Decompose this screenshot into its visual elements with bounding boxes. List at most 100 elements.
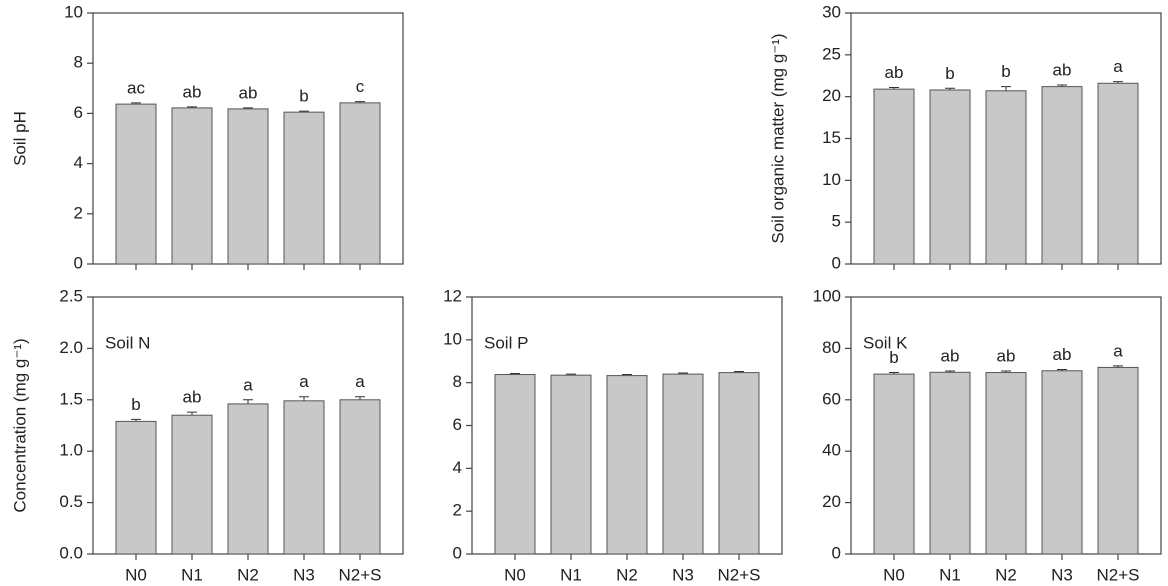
error-bar (187, 106, 197, 108)
bar (873, 373, 915, 555)
bar (227, 108, 269, 265)
significance-letter: b (299, 87, 308, 106)
bar (115, 420, 157, 555)
bar (283, 400, 325, 555)
bar (115, 103, 157, 265)
error-bar (243, 399, 253, 404)
x-tick-label: N2+S (718, 565, 761, 584)
y-tick-label: 8 (74, 53, 83, 72)
significance-letter: ac (127, 78, 145, 97)
y-tick-label: 80 (822, 338, 841, 357)
y-axis-label: Concentration (mg g⁻¹) (10, 338, 29, 512)
y-tick-label: 10 (443, 329, 462, 348)
y-tick-label: 2.5 (59, 286, 83, 305)
significance-letter: ab (997, 347, 1016, 366)
error-bar (1113, 365, 1123, 368)
error-bar (131, 102, 141, 105)
bar (873, 88, 915, 265)
y-tick-label: 1.5 (59, 389, 83, 408)
y-tick-label: 10 (64, 2, 83, 21)
bar (1041, 370, 1083, 555)
x-tick-label: N1 (939, 565, 961, 584)
x-tick-label: N2 (995, 565, 1017, 584)
error-bar (355, 396, 365, 400)
bar (929, 89, 971, 265)
significance-letter: ab (885, 63, 904, 82)
x-tick-label: N2+S (1097, 565, 1140, 584)
bar (1097, 366, 1139, 555)
significance-letter: ab (183, 388, 202, 407)
significance-letter: a (1113, 57, 1123, 76)
bar (606, 375, 648, 555)
y-tick-label: 0 (74, 253, 83, 272)
y-tick-label: 0 (832, 253, 841, 272)
y-tick-label: 0.0 (59, 543, 83, 562)
error-bar (299, 396, 309, 401)
y-tick-label: 20 (822, 86, 841, 105)
error-bar (1057, 84, 1067, 87)
error-bar (355, 101, 365, 103)
bar (171, 414, 213, 555)
x-tick-label: N0 (125, 565, 147, 584)
y-axis-label: Soil pH (10, 111, 29, 166)
significance-letter: ab (1053, 60, 1072, 79)
y-axis-label: Soil organic matter (mg g⁻¹) (768, 33, 787, 243)
y-tick-label: 20 (822, 492, 841, 511)
y-tick-label: 5 (832, 212, 841, 231)
x-tick-label: N3 (1051, 565, 1073, 584)
y-tick-label: 4 (453, 458, 462, 477)
error-bar (1057, 368, 1067, 371)
panel-label: Soil P (484, 333, 528, 352)
y-tick-label: 8 (453, 372, 462, 391)
error-bar (1113, 81, 1123, 84)
y-tick-label: 0 (453, 543, 462, 562)
y-tick-label: 100 (813, 286, 841, 305)
bar (339, 399, 381, 555)
error-bar (622, 374, 632, 376)
error-bar (243, 107, 253, 109)
error-bar (510, 372, 520, 375)
y-tick-label: 15 (822, 128, 841, 147)
bar (339, 102, 381, 265)
significance-letter: b (945, 64, 954, 83)
x-tick-label: N3 (293, 565, 315, 584)
y-tick-label: 40 (822, 441, 841, 460)
significance-letter: a (299, 372, 309, 391)
bar (662, 373, 704, 555)
bar (1041, 86, 1083, 265)
significance-letter: ab (183, 82, 202, 101)
bar (929, 371, 971, 555)
x-tick-label: N1 (560, 565, 582, 584)
error-bar (945, 87, 955, 90)
y-tick-label: 6 (74, 103, 83, 122)
y-tick-label: 0.5 (59, 492, 83, 511)
x-tick-label: N2 (237, 565, 259, 584)
significance-letter: c (356, 77, 365, 96)
x-tick-label: N0 (883, 565, 905, 584)
error-bar (734, 371, 744, 373)
significance-letter: ab (941, 347, 960, 366)
bar (985, 372, 1027, 555)
error-bar (187, 411, 197, 416)
y-tick-label: 2 (74, 203, 83, 222)
error-bar (1001, 370, 1011, 373)
y-tick-label: 12 (443, 286, 462, 305)
significance-letter: a (1113, 341, 1123, 360)
significance-letter: a (355, 372, 365, 391)
bar (171, 107, 213, 265)
y-tick-label: 30 (822, 2, 841, 21)
bar (550, 374, 592, 555)
bar (985, 90, 1027, 265)
y-tick-label: 4 (74, 153, 83, 172)
error-bar (566, 373, 576, 376)
x-tick-label: N1 (181, 565, 203, 584)
y-tick-label: 25 (822, 44, 841, 63)
y-tick-label: 0 (832, 543, 841, 562)
y-tick-label: 2.0 (59, 338, 83, 357)
error-bar (889, 372, 899, 375)
error-bar (889, 86, 899, 90)
significance-letter: ab (1053, 345, 1072, 364)
significance-letter: a (243, 375, 253, 394)
significance-letter: b (131, 395, 140, 414)
bar (718, 372, 760, 555)
